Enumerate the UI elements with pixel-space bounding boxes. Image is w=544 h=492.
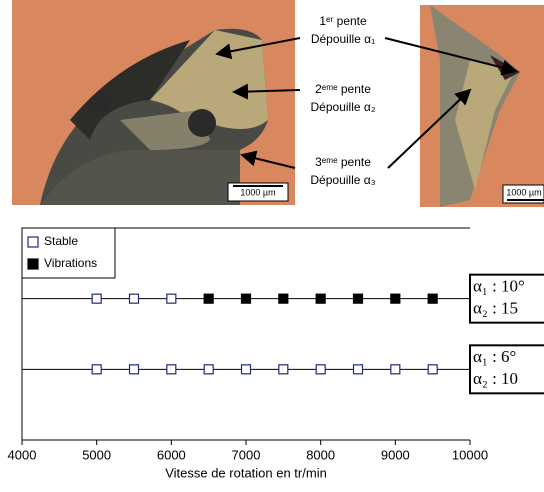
point — [278, 364, 289, 375]
point — [427, 364, 438, 375]
point — [240, 364, 252, 375]
point — [315, 364, 326, 375]
row-label: α₂ : 10 — [473, 369, 518, 388]
arrow — [384, 37, 518, 76]
point — [240, 293, 252, 304]
x-axis-label: Vitesse de rotation en tr/min — [165, 465, 327, 480]
photo-right — [420, 5, 544, 207]
scale-bar-label: 1000 µm — [240, 187, 275, 197]
arrow — [215, 37, 301, 60]
annotations: 1ᵉʳ pente Dépouille α₁ 2ᵉᵐᵉ pente Dépouille… — [240, 14, 541, 197]
row-label-box — [469, 344, 544, 395]
annotation-text: 3ᵉᵐᵉ pente — [315, 155, 371, 169]
point — [166, 364, 177, 375]
arrows — [215, 37, 518, 169]
annotation-text: 2ᵉᵐᵉ pente — [315, 82, 371, 96]
legend-swatch — [27, 258, 39, 270]
legend-box — [21, 227, 116, 279]
legend-label: Stable — [44, 234, 78, 248]
point — [128, 293, 140, 304]
point — [390, 364, 401, 375]
point — [203, 293, 214, 304]
arrow — [232, 83, 301, 100]
row-label-box — [469, 273, 544, 324]
point — [91, 293, 102, 304]
x-tick-label: 9000 — [381, 447, 410, 462]
row-label: α₂ : 15 — [473, 299, 518, 318]
point — [203, 364, 214, 375]
x-tick-label: 6000 — [157, 447, 186, 462]
row-label: α₁ : 6° — [473, 347, 516, 366]
x-tick-label: 8000 — [306, 447, 335, 462]
x-tick-label: 5000 — [82, 447, 111, 462]
annotation-text: 1ᵉʳ pente — [319, 14, 367, 28]
point — [352, 364, 364, 375]
point — [91, 364, 102, 375]
scale-bar-label: 1000 µm — [506, 187, 541, 197]
annotation-text: Dépouille α₁ — [311, 32, 375, 46]
arrow — [240, 150, 296, 169]
point — [278, 293, 289, 304]
arrow — [387, 88, 472, 169]
point — [352, 293, 364, 304]
x-tick-label: 10000 — [452, 447, 488, 462]
point — [128, 364, 140, 375]
chart: 4000 5000 6000 7000 8000 9000 10000 Vitesse de … — [8, 227, 544, 480]
point — [166, 293, 177, 304]
legend-swatch — [27, 236, 39, 248]
point — [390, 293, 401, 304]
point — [315, 293, 326, 304]
photo-left — [12, 0, 295, 205]
point — [427, 293, 438, 304]
row-label: α₁ : 10° — [473, 277, 525, 296]
annotation-text: Dépouille α₃ — [310, 173, 375, 187]
annotation-text: Dépouille α₂ — [311, 100, 376, 114]
x-tick-label: 7000 — [232, 447, 261, 462]
x-tick-label: 4000 — [8, 447, 37, 462]
legend-label: Vibrations — [44, 256, 97, 270]
